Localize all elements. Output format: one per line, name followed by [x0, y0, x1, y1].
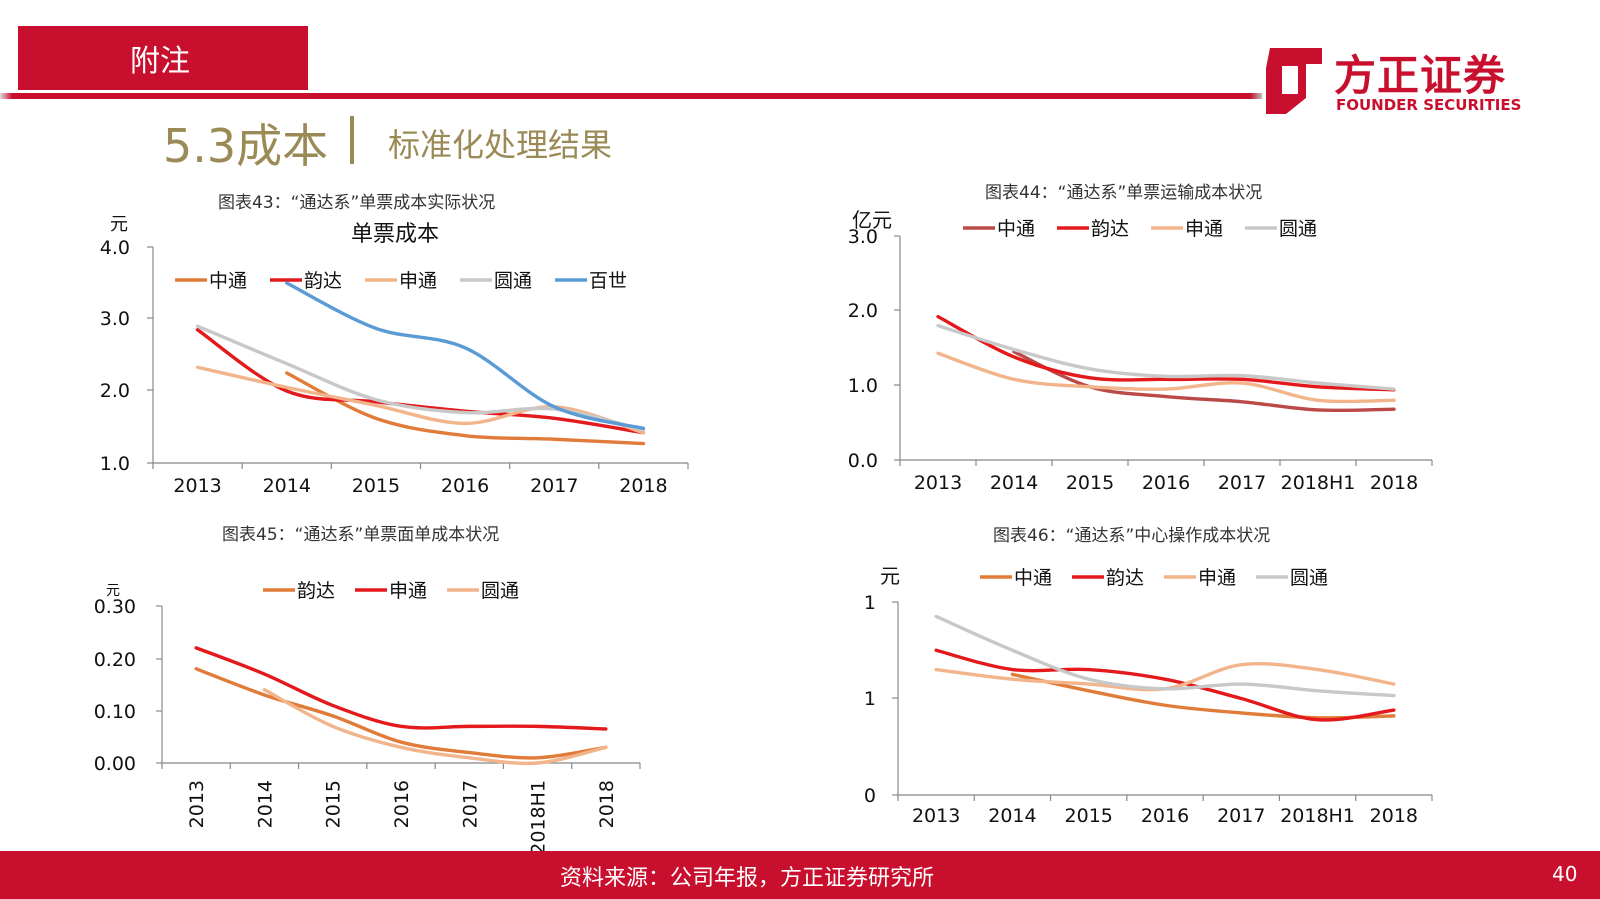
chart-44-y-tick-label: 0.0 — [848, 450, 878, 472]
chart-46-x-tick-label: 2018 — [1370, 805, 1418, 827]
chart-46-y-tick-label: 0 — [864, 785, 876, 807]
logo-text-en: FOUNDER SECURITIES — [1336, 96, 1522, 114]
chart-43-y-tick-label: 1.0 — [100, 453, 130, 475]
chart-45-x-tick-label: 2015 — [323, 780, 345, 828]
chart-45-legend-label: 申通 — [389, 580, 427, 602]
chart-46-unit: 元 — [880, 564, 900, 588]
page-number: 40 — [1552, 862, 1578, 886]
chart-43-inner-title: 单票成本 — [351, 222, 439, 247]
chart-44-legend-label: 圆通 — [1279, 218, 1317, 240]
chart-43-series-2-line — [195, 365, 646, 435]
chart-43-legend-label: 圆通 — [494, 270, 532, 292]
chart-43-unit: 元 — [110, 214, 128, 235]
chart-44-legend-label: 中通 — [997, 218, 1035, 240]
chart-44-x-tick-label: 2013 — [914, 472, 962, 494]
chart-45-unit: 元 — [106, 583, 120, 599]
chart-45-x-tick-label: 2013 — [186, 780, 208, 828]
chart-45-x-tick-label: 2018 — [596, 780, 618, 828]
founder-logo: 方正证券 FOUNDER SECURITIES — [1256, 42, 1576, 132]
chart-46-legend-label: 中通 — [1014, 567, 1052, 589]
chart-44-x-tick-label: 2015 — [1066, 472, 1114, 494]
chart-44-x-tick-label: 2016 — [1142, 472, 1190, 494]
chart-45-y-tick-label: 0.20 — [94, 649, 136, 671]
chart-43-series-4-line — [285, 281, 646, 431]
chart-46-legend-label: 申通 — [1198, 567, 1236, 589]
section-divider — [350, 116, 354, 164]
chart-46-x-tick-label: 2013 — [912, 805, 960, 827]
chart-46: 1 1 0 2013 2014 2015 2016 2017 2018H1 2018 中通 韵达 申通 圆… — [864, 567, 1433, 827]
chart-44-unit: 亿元 — [852, 208, 892, 232]
chart-45-legend-label: 圆通 — [481, 580, 519, 602]
chart-43-x-tick-label: 2015 — [352, 475, 400, 497]
chart-43-x-tick-label: 2018 — [619, 475, 667, 497]
chart-46-title: 图表46：“通达系”中心操作成本状况 — [993, 526, 1271, 546]
chart-43-legend-label: 申通 — [399, 270, 437, 292]
chart-44-x-tick-label: 2018 — [1370, 472, 1418, 494]
chart-43-legend-label: 中通 — [209, 270, 247, 292]
section-title: 标准化处理结果 — [388, 126, 613, 164]
chart-43-series-0-line — [285, 371, 646, 446]
chart-45-y-tick-label: 0.10 — [94, 701, 136, 723]
chart-45-series-0-line — [194, 667, 608, 760]
chart-46-x-tick-label: 2014 — [988, 805, 1036, 827]
chart-44-y-tick-label: 2.0 — [848, 300, 878, 322]
chart-45-series-1-line — [194, 646, 608, 731]
chart-45-x-tick-label: 2014 — [254, 780, 276, 828]
chart-46-y-tick-label: 1 — [864, 592, 876, 614]
chart-44-x-tick-label: 2017 — [1218, 472, 1266, 494]
chart-44-x-tick-label: 2014 — [990, 472, 1038, 494]
logo-text-cn: 方正证券 — [1334, 51, 1507, 100]
chart-45-legend-label: 韵达 — [297, 580, 335, 602]
chart-44-legend-label: 韵达 — [1091, 218, 1129, 240]
chart-44: 3.0 2.0 1.0 0.0 2013 2014 2015 2016 2017 2018H1 20… — [848, 218, 1433, 494]
chart-45-y-tick-label: 0.30 — [94, 596, 136, 618]
chart-45-x-tick-label: 2018H1 — [528, 780, 550, 855]
chart-43-x-tick-label: 2014 — [263, 475, 311, 497]
chart-43-y-tick-label: 4.0 — [100, 237, 130, 259]
chart-46-legend-label: 圆通 — [1290, 567, 1328, 589]
chart-46-x-tick-label: 2018H1 — [1280, 805, 1355, 827]
chart-46-x-tick-label: 2015 — [1065, 805, 1113, 827]
section-tag-label: 附注 — [130, 44, 190, 79]
chart-44-y-tick-label: 3.0 — [848, 226, 878, 248]
chart-43-legend-label: 百世 — [589, 270, 627, 292]
footer-source: 资料来源：公司年报，方正证券研究所 — [560, 866, 935, 891]
chart-43-x-tick-label: 2013 — [173, 475, 221, 497]
chart-43-y-tick-label: 3.0 — [100, 308, 130, 330]
chart-45-series-2-line — [262, 688, 608, 766]
section-number: 5.3成本 — [163, 119, 329, 173]
footer-bar — [0, 851, 1600, 899]
chart-46-series-0-line — [1010, 672, 1396, 720]
header-divider — [0, 93, 1262, 99]
chart-44-x-tick-label: 2018H1 — [1281, 472, 1356, 494]
chart-46-y-tick-label: 1 — [864, 688, 876, 710]
chart-44-title: 图表44：“通达系”单票运输成本状况 — [985, 183, 1263, 203]
chart-45-title: 图表45：“通达系”单票面单成本状况 — [222, 525, 500, 545]
chart-45: 0.30 0.20 0.10 0.00 2013 2014 2015 2016 2017 2018… — [94, 580, 641, 855]
section-tag: 附注 — [18, 26, 308, 90]
chart-46-x-tick-label: 2017 — [1217, 805, 1265, 827]
chart-44-legend-label: 申通 — [1185, 218, 1223, 240]
chart-43-x-tick-label: 2016 — [441, 475, 489, 497]
chart-43-legend-label: 韵达 — [304, 270, 342, 292]
chart-43-y-tick-label: 2.0 — [100, 380, 130, 402]
chart-44-y-tick-label: 1.0 — [848, 375, 878, 397]
chart-46-legend-label: 韵达 — [1106, 567, 1144, 589]
founder-logo-icon — [1266, 48, 1322, 114]
chart-43-x-tick-label: 2017 — [530, 475, 578, 497]
chart-45-x-tick-label: 2016 — [391, 780, 413, 828]
chart-45-x-tick-label: 2017 — [459, 780, 481, 828]
chart-46-series-3-line — [934, 614, 1396, 698]
chart-45-y-tick-label: 0.00 — [94, 753, 136, 775]
chart-43: 4.0 3.0 2.0 1.0 2013 2014 2015 2016 2017 2018 单票成本… — [100, 222, 689, 497]
chart-43-title: 图表43：“通达系”单票成本实际状况 — [218, 193, 496, 213]
chart-44-series-0-line — [1012, 350, 1396, 413]
chart-46-x-tick-label: 2016 — [1141, 805, 1189, 827]
chart-46-series-1-line — [934, 648, 1396, 722]
